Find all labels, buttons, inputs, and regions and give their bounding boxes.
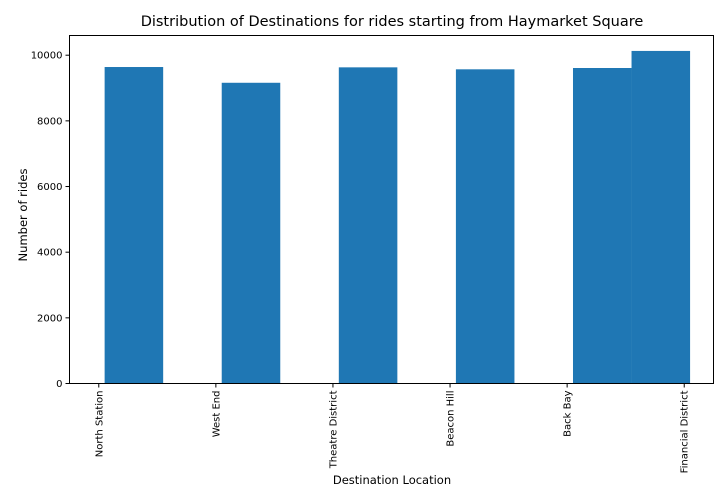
y-tick-label-6000: 6000 [37,182,62,193]
x-tick-label-1: West End [211,391,222,438]
x-tick-label-2: Theatre District [328,390,339,469]
bar-0 [104,67,164,384]
y-tick-label-10000: 10000 [31,51,63,62]
bars-group [104,50,691,384]
chart-title: Distribution of Destinations for rides s… [141,14,644,30]
bar-5 [631,50,691,384]
y-ticks: 0 2000 4000 6000 8000 10000 [31,51,70,390]
x-ticks: North Station West End Theatre District Bea… [94,383,691,473]
plot-frame [69,35,714,384]
x-axis-label: Destination Location [333,473,451,487]
y-tick-label-4000: 4000 [37,248,62,259]
x-tick-label-4: Back Bay [563,390,574,436]
x-tick-label-0: North Station [94,391,105,458]
bar-1 [221,82,281,384]
bar-3 [455,69,515,384]
x-tick-label-5: Financial District [680,390,691,473]
y-tick-label-8000: 8000 [37,116,62,127]
bar-2 [338,67,398,384]
y-axis-label: Number of rides [16,169,30,262]
y-tick-label-0: 0 [56,379,62,390]
y-tick-label-2000: 2000 [37,313,62,324]
bar-4 [572,68,632,384]
x-tick-label-3: Beacon Hill [446,391,457,447]
